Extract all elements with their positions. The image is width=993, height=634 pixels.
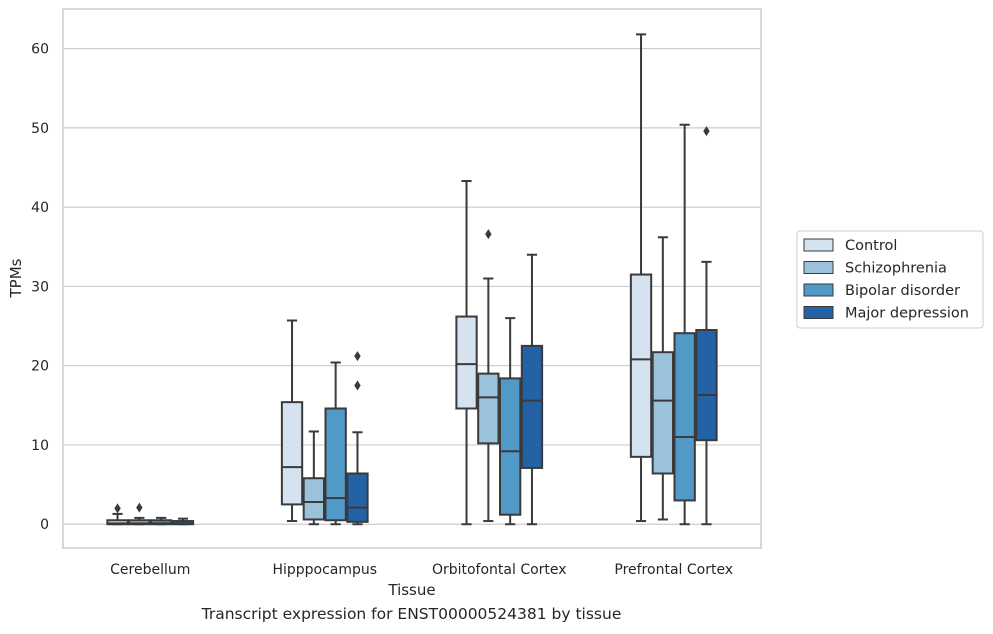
x-axis-label: Tissue xyxy=(387,581,435,599)
plot-frame xyxy=(62,8,762,549)
box-3-2 xyxy=(673,123,696,526)
legend-swatch xyxy=(803,261,834,274)
box-2-2 xyxy=(499,317,522,526)
box-2-1 xyxy=(477,229,500,523)
x-tick-label: Orbitofontal Cortex xyxy=(432,562,567,578)
x-tick-label: Prefrontal Cortex xyxy=(614,562,733,578)
box-3-0 xyxy=(629,33,653,523)
outlier-point xyxy=(114,503,121,514)
box-body xyxy=(324,407,347,522)
y-tick-label: 20 xyxy=(31,359,49,375)
box-body xyxy=(455,315,478,410)
box-3-1 xyxy=(651,236,674,521)
y-tick-label: 10 xyxy=(31,438,49,454)
x-ticks: Cerebellum Hipppocampus Orbitofontal Corte… xyxy=(110,562,733,578)
legend-label: Major depression xyxy=(845,306,969,322)
y-tick-label: 50 xyxy=(31,121,49,137)
box-2-3 xyxy=(520,253,544,526)
box-3-3 xyxy=(695,126,718,526)
outlier-point xyxy=(485,229,492,240)
y-tick-label: 0 xyxy=(40,517,49,533)
box-1-3 xyxy=(346,351,369,526)
box-body xyxy=(477,372,500,445)
box-body xyxy=(280,401,304,506)
box-0-3 xyxy=(171,517,195,526)
outlier-point xyxy=(703,126,710,137)
outlier-point xyxy=(136,502,143,513)
box-0-0 xyxy=(106,503,129,526)
box-body xyxy=(651,351,674,475)
box-body xyxy=(302,477,325,521)
box-body xyxy=(695,329,718,442)
box-body xyxy=(499,377,522,516)
x-tick-label: Hipppocampus xyxy=(272,562,377,578)
box-2-0 xyxy=(455,180,478,526)
legend-label: Control xyxy=(845,238,897,254)
legend-swatch xyxy=(803,238,834,252)
legend-label: Schizophrenia xyxy=(845,261,947,277)
box-1-0 xyxy=(280,319,304,523)
legend-label: Bipolar disorder xyxy=(845,283,960,299)
box-body xyxy=(346,472,369,523)
box-body xyxy=(520,344,544,469)
box-1-2 xyxy=(324,361,347,526)
y-tick-label: 30 xyxy=(31,279,49,295)
gridlines xyxy=(63,48,761,525)
box-layer xyxy=(106,33,718,526)
box-body xyxy=(629,273,653,458)
legend-swatch xyxy=(803,306,834,319)
box-body xyxy=(673,332,696,502)
legend: Control Schizophrenia Bipolar disorder Majo… xyxy=(796,230,984,329)
x-tick-label: Cerebellum xyxy=(110,562,190,578)
chart-caption: Transcript expression for ENST0000052438… xyxy=(201,605,622,623)
legend-frame xyxy=(796,230,984,329)
y-tick-label: 40 xyxy=(31,200,49,216)
box-1-1 xyxy=(302,430,325,526)
y-ticks: 0 10 20 30 40 50 60 xyxy=(31,42,49,534)
legend-swatch xyxy=(803,283,834,297)
y-tick-label: 60 xyxy=(31,42,49,58)
outlier-point xyxy=(354,351,361,362)
box-0-2 xyxy=(150,516,173,526)
y-axis-label: TPMs xyxy=(7,258,25,298)
outlier-point xyxy=(354,380,361,391)
box-0-1 xyxy=(128,502,151,526)
